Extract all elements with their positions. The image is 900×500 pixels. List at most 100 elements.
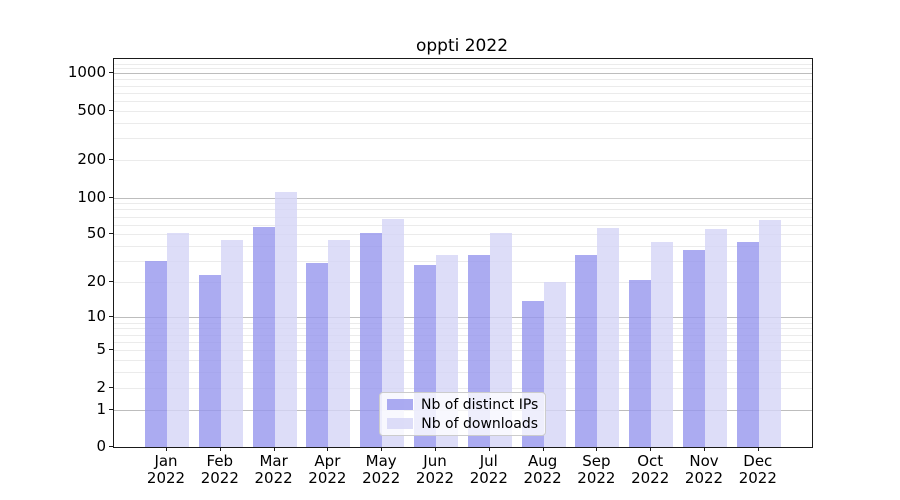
minor-gridline bbox=[114, 328, 812, 330]
x-tick-label-apr: Apr 2022 bbox=[308, 452, 347, 487]
x-tick-mark bbox=[488, 447, 490, 451]
minor-gridline bbox=[114, 203, 812, 205]
minor-gridline bbox=[114, 79, 812, 81]
y-tick-label: 0 bbox=[96, 437, 106, 455]
y-tick-mark bbox=[109, 159, 113, 161]
minor-gridline bbox=[114, 224, 812, 226]
x-tick-mark bbox=[327, 447, 329, 451]
y-tick-label: 200 bbox=[77, 150, 106, 169]
minor-gridline bbox=[114, 68, 812, 70]
minor-gridline bbox=[114, 334, 812, 336]
x-tick-mark bbox=[166, 447, 167, 451]
plot-area bbox=[113, 58, 813, 448]
y-tick-mark bbox=[109, 386, 113, 388]
bar-distinct-ips-mar bbox=[252, 226, 275, 447]
bar-downloads-apr bbox=[328, 240, 351, 447]
y-tick-mark bbox=[109, 349, 113, 351]
bar-distinct-ips-nov bbox=[683, 250, 705, 447]
major-gridline bbox=[114, 317, 812, 319]
y-tick-label: 2 bbox=[96, 377, 106, 396]
y-tick-label: 20 bbox=[86, 272, 106, 291]
bar-downloads-dec bbox=[758, 219, 781, 447]
bar-distinct-ips-apr bbox=[306, 263, 329, 447]
legend-row-downloads: Nb of downloads bbox=[380, 416, 545, 432]
legend-row-distinct-ips: Nb of distinct IPs bbox=[380, 397, 545, 413]
x-tick-label-jul: Jul 2022 bbox=[469, 452, 508, 487]
minor-gridline bbox=[114, 372, 812, 373]
minor-gridline bbox=[114, 261, 812, 263]
x-tick-mark bbox=[596, 447, 598, 451]
x-tick-mark bbox=[219, 447, 221, 451]
x-tick-mark bbox=[381, 447, 383, 451]
y-tick-mark bbox=[109, 446, 113, 447]
legend-label-distinct-ips: Nb of distinct IPs bbox=[421, 396, 539, 413]
bar-downloads-nov bbox=[705, 229, 727, 447]
minor-gridline bbox=[114, 387, 812, 389]
bar-distinct-ips-dec bbox=[736, 242, 759, 447]
x-tick-mark bbox=[435, 447, 436, 451]
x-tick-label-feb: Feb 2022 bbox=[200, 452, 239, 487]
bar-downloads-aug bbox=[543, 282, 566, 447]
x-tick-mark bbox=[650, 447, 652, 451]
major-gridline bbox=[114, 73, 812, 75]
minor-gridline bbox=[114, 110, 812, 112]
minor-gridline bbox=[114, 322, 812, 324]
x-tick-mark bbox=[542, 447, 544, 451]
bar-distinct-ips-sep bbox=[575, 254, 598, 447]
y-tick-mark bbox=[109, 316, 113, 318]
minor-gridline bbox=[114, 85, 812, 87]
x-tick-mark bbox=[757, 447, 759, 451]
minor-gridline bbox=[114, 92, 812, 94]
minor-gridline bbox=[114, 216, 812, 218]
x-tick-mark bbox=[273, 447, 275, 451]
y-tick-label: 5 bbox=[96, 340, 106, 359]
y-tick-mark bbox=[109, 233, 113, 235]
y-tick-label: 50 bbox=[86, 224, 106, 243]
minor-gridline bbox=[114, 234, 812, 236]
bar-downloads-mar bbox=[274, 192, 297, 447]
minor-gridline bbox=[114, 63, 812, 65]
bar-downloads-sep bbox=[597, 227, 620, 447]
x-tick-label-mar: Mar 2022 bbox=[254, 452, 293, 487]
x-tick-label-sep: Sep 2022 bbox=[577, 452, 616, 487]
y-tick-label: 100 bbox=[77, 187, 106, 206]
legend-swatch-downloads bbox=[387, 418, 413, 429]
x-tick-label-jun: Jun 2022 bbox=[415, 452, 455, 487]
legend: Nb of distinct IPs Nb of downloads bbox=[379, 392, 546, 436]
y-tick-mark bbox=[109, 408, 113, 410]
bar-downloads-oct bbox=[651, 242, 674, 447]
y-tick-label: 1000 bbox=[67, 63, 106, 82]
x-tick-label-dec: Dec 2022 bbox=[738, 452, 777, 487]
y-tick-mark bbox=[109, 281, 113, 283]
bar-distinct-ips-jan bbox=[145, 261, 167, 447]
x-tick-label-aug: Aug 2022 bbox=[523, 452, 562, 487]
y-tick-mark bbox=[109, 196, 113, 198]
x-tick-mark bbox=[704, 447, 705, 451]
minor-gridline bbox=[114, 101, 812, 102]
minor-gridline bbox=[114, 341, 812, 343]
y-tick-label: 500 bbox=[77, 100, 106, 119]
minor-gridline bbox=[114, 138, 812, 140]
bar-downloads-jan bbox=[167, 233, 189, 447]
minor-gridline bbox=[114, 350, 812, 352]
bar-distinct-ips-oct bbox=[629, 279, 652, 447]
x-tick-label-oct: Oct 2022 bbox=[631, 452, 670, 487]
bar-distinct-ips-may bbox=[360, 233, 383, 447]
x-tick-label-nov: Nov 2022 bbox=[684, 452, 724, 487]
minor-gridline bbox=[114, 360, 812, 361]
x-tick-label-may: May 2022 bbox=[362, 452, 401, 487]
y-tick-label: 1 bbox=[96, 399, 106, 418]
minor-gridline bbox=[114, 282, 812, 284]
minor-gridline bbox=[114, 246, 812, 248]
y-tick-mark bbox=[109, 72, 113, 74]
minor-gridline bbox=[114, 122, 812, 124]
bar-downloads-may bbox=[382, 218, 405, 447]
y-tick-label: 10 bbox=[86, 307, 106, 326]
minor-gridline bbox=[114, 209, 812, 211]
x-tick-label-jan: Jan 2022 bbox=[146, 452, 186, 487]
y-tick-mark bbox=[109, 109, 113, 111]
bar-distinct-ips-feb bbox=[198, 275, 221, 447]
legend-label-downloads: Nb of downloads bbox=[421, 415, 538, 432]
chart-title: oppti 2022 bbox=[415, 36, 509, 56]
